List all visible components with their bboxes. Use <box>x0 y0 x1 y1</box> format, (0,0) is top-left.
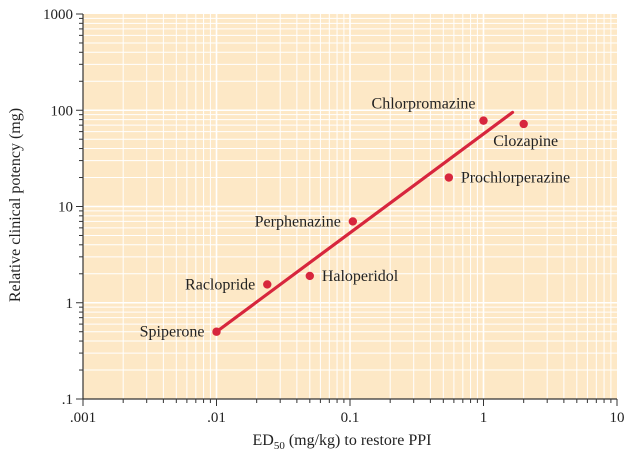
tick-labels: .001 .01 0.1 1 10 .1 1 10 100 1000 <box>43 7 625 426</box>
x-axis-label-main: ED <box>253 432 274 449</box>
x-axis-label-rest: (mg/kg) to restore PPI <box>285 432 432 449</box>
x-axis-label-subscript: 50 <box>274 440 286 452</box>
tick-marks <box>76 13 618 406</box>
data-point-label: Spiperone <box>140 324 205 341</box>
x-tick-label: 0.1 <box>341 410 360 426</box>
x-tick-label: .001 <box>70 410 96 426</box>
data-point <box>479 116 488 125</box>
data-point-label: Haloperidol <box>322 268 399 285</box>
y-tick-label: 100 <box>51 103 74 119</box>
point-labels: Spiperone Raclopride Haloperidol Perphenazi… <box>140 96 570 341</box>
y-axis-label: Relative clinical potency (mg) <box>7 108 24 302</box>
data-point <box>305 271 315 281</box>
data-point-label: Prochlorperazine <box>461 170 570 187</box>
data-point-label: Chlorpromazine <box>372 96 476 113</box>
data-points <box>212 116 528 336</box>
x-tick-label: .01 <box>207 410 226 426</box>
y-tick-label: .1 <box>62 392 73 408</box>
grid-lines <box>83 14 617 399</box>
x-tick-label: 10 <box>610 410 625 426</box>
y-tick-label: 1000 <box>43 7 73 23</box>
data-point <box>263 280 272 289</box>
y-tick-label: 1 <box>66 296 74 312</box>
data-point <box>348 217 358 226</box>
x-tick-label: 1 <box>480 410 488 426</box>
data-point-label: Clozapine <box>493 133 558 150</box>
data-point <box>444 173 454 182</box>
data-point-label: Raclopride <box>185 276 255 293</box>
data-point-label: Perphenazine <box>255 213 341 230</box>
regression-line <box>214 110 515 334</box>
data-point <box>212 327 221 336</box>
x-axis-label: ED50 (mg/kg) to restore PPI <box>253 432 432 452</box>
data-point <box>519 119 528 129</box>
y-tick-label: 10 <box>58 200 73 216</box>
